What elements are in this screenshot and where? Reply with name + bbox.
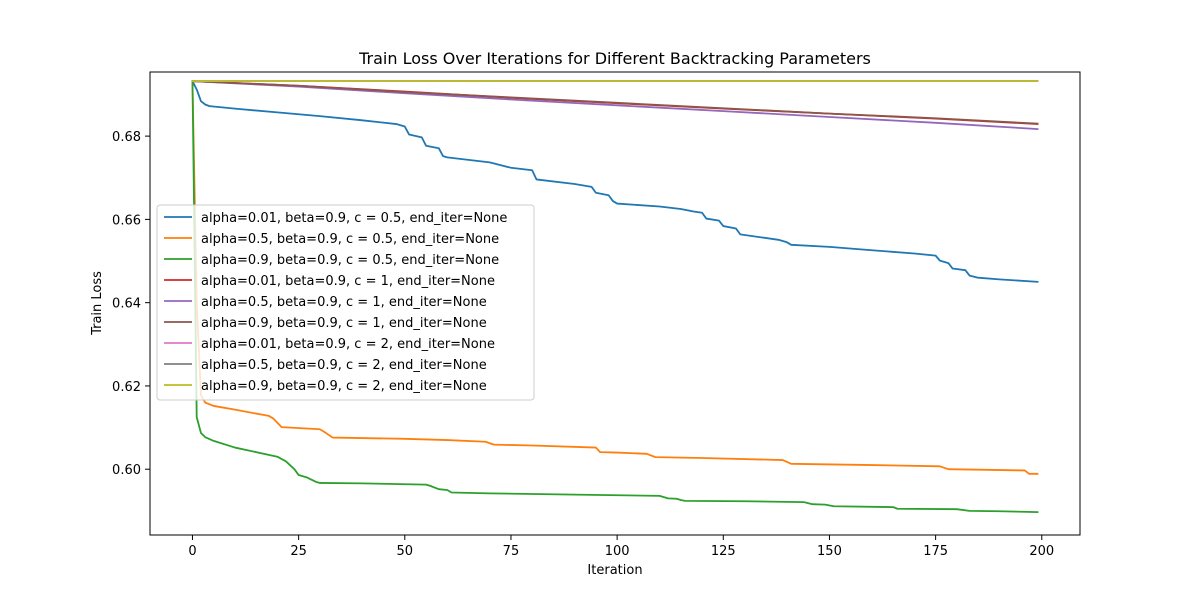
x-tick-label: 75 <box>503 544 520 559</box>
y-tick-label: 0.62 <box>112 380 141 395</box>
y-axis-label: Train Loss <box>90 271 105 336</box>
series-line-1 <box>191 79 1039 283</box>
y-tick-label: 0.64 <box>112 297 141 312</box>
series-line-3 <box>191 80 1039 514</box>
x-tick-label: 25 <box>290 544 307 559</box>
legend: alpha=0.01, beta=0.9, c = 0.5, end_iter=… <box>156 204 535 401</box>
y-tick-label: 0.60 <box>112 463 141 478</box>
legend-box <box>156 204 535 401</box>
legend-label: alpha=0.01, beta=0.9, c = 2, end_iter=No… <box>201 337 495 352</box>
x-axis: 0 25 50 75 100 125 150 175 200 <box>188 535 1054 559</box>
y-axis: 0.60 0.62 0.64 0.66 0.68 <box>112 130 150 478</box>
x-tick-label: 150 <box>817 544 842 559</box>
x-tick-label: 175 <box>923 544 948 559</box>
series-line-5 <box>191 80 1039 130</box>
legend-label: alpha=0.9, beta=0.9, c = 1, end_iter=Non… <box>201 316 487 331</box>
x-tick-label: 125 <box>711 544 736 559</box>
x-axis-label: Iteration <box>587 563 642 578</box>
x-tick-label: 200 <box>1029 544 1054 559</box>
legend-label: alpha=0.9, beta=0.9, c = 0.5, end_iter=N… <box>201 253 499 268</box>
series-line-6 <box>191 80 1039 125</box>
legend-label: alpha=0.5, beta=0.9, c = 0.5, end_iter=N… <box>201 232 499 247</box>
y-tick-label: 0.66 <box>112 213 141 228</box>
x-tick-label: 0 <box>188 544 196 559</box>
plot-area-frame <box>149 71 1081 536</box>
x-tick-label: 50 <box>397 544 414 559</box>
series-layer <box>191 79 1039 514</box>
legend-label: alpha=0.01, beta=0.9, c = 0.5, end_iter=… <box>201 211 507 226</box>
legend-label: alpha=0.01, beta=0.9, c = 1, end_iter=No… <box>201 274 495 289</box>
legend-label: alpha=0.5, beta=0.9, c = 2, end_iter=Non… <box>201 358 487 373</box>
y-tick-label: 0.68 <box>112 130 141 145</box>
chart-title: Train Loss Over Iterations for Different… <box>358 49 871 68</box>
series-line-2 <box>191 80 1039 475</box>
x-tick-label: 100 <box>605 544 630 559</box>
legend-label: alpha=0.9, beta=0.9, c = 2, end_iter=Non… <box>201 379 487 394</box>
legend-label: alpha=0.5, beta=0.9, c = 1, end_iter=Non… <box>201 295 487 310</box>
